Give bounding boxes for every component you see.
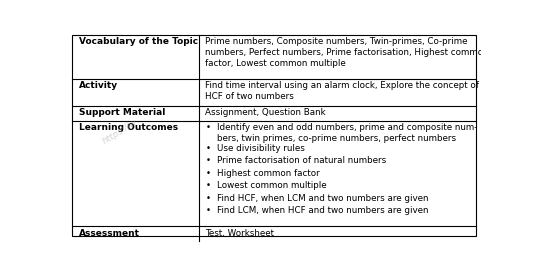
Text: Find HCF, when LCM and two numbers are given: Find HCF, when LCM and two numbers are g… bbox=[217, 194, 428, 203]
Text: Lowest common multiple: Lowest common multiple bbox=[217, 181, 327, 190]
Text: •: • bbox=[206, 156, 210, 165]
Text: •: • bbox=[206, 144, 210, 153]
Text: Prime numbers, Composite numbers, Twin-primes, Co-prime
numbers, Perfect numbers: Prime numbers, Composite numbers, Twin-p… bbox=[206, 37, 489, 68]
Text: Vocabulary of the Topic: Vocabulary of the Topic bbox=[79, 37, 198, 46]
Text: Learning Outcomes: Learning Outcomes bbox=[79, 123, 178, 132]
Text: Find LCM, when HCF and two numbers are given: Find LCM, when HCF and two numbers are g… bbox=[217, 206, 428, 215]
Text: Test, Worksheet: Test, Worksheet bbox=[206, 229, 274, 238]
Text: Activity: Activity bbox=[79, 81, 119, 90]
Text: •: • bbox=[206, 169, 210, 178]
Text: •: • bbox=[206, 181, 210, 190]
Text: Assignment, Question Bank: Assignment, Question Bank bbox=[206, 108, 326, 117]
Text: https://w: https://w bbox=[101, 117, 140, 146]
Text: Assessment: Assessment bbox=[79, 229, 140, 238]
Text: Use divisibility rules: Use divisibility rules bbox=[217, 144, 305, 153]
Text: •: • bbox=[206, 194, 210, 203]
Text: Support Material: Support Material bbox=[79, 108, 166, 117]
Text: •: • bbox=[206, 206, 210, 215]
Text: Highest common factor: Highest common factor bbox=[217, 169, 320, 178]
Text: Prime factorisation of natural numbers: Prime factorisation of natural numbers bbox=[217, 156, 386, 165]
Text: Find time interval using an alarm clock, Explore the concept of
HCF of two numbe: Find time interval using an alarm clock,… bbox=[206, 81, 479, 101]
Text: •: • bbox=[206, 123, 210, 132]
Text: Identify even and odd numbers, prime and composite num-
bers, twin primes, co-pr: Identify even and odd numbers, prime and… bbox=[217, 123, 477, 143]
